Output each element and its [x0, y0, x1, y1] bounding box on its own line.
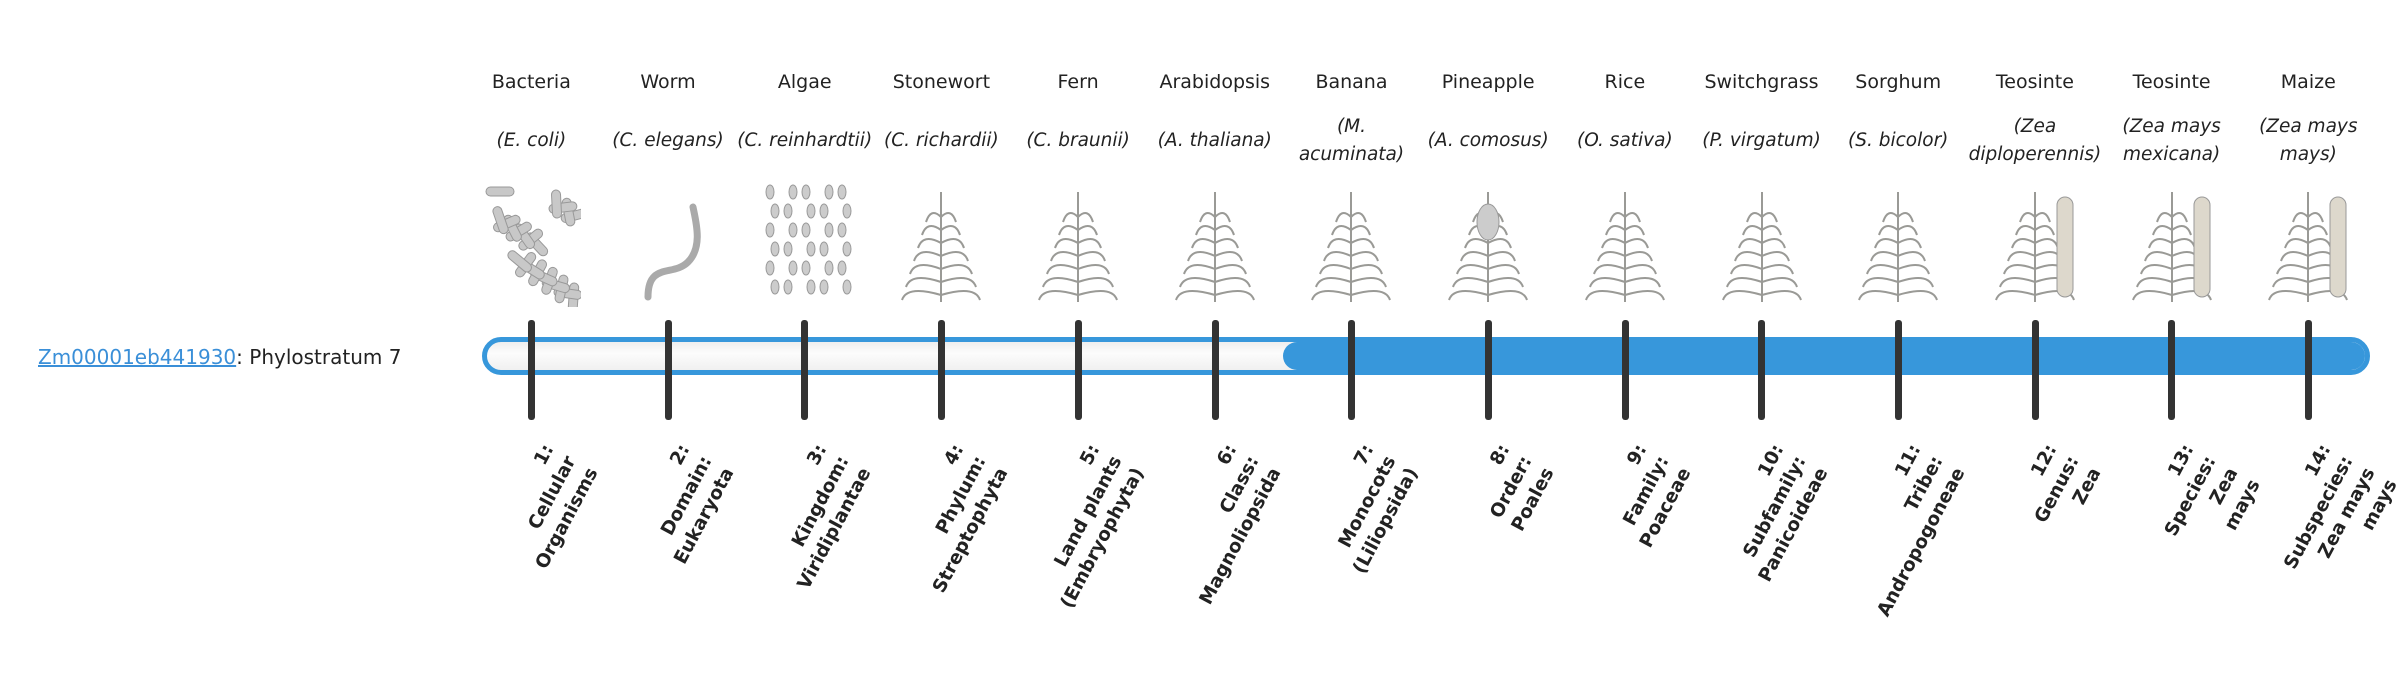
species-name: (Zea mays mexicana) — [2122, 116, 2221, 165]
phylostratum-bar — [482, 337, 2370, 375]
organism-column: Rice (O. sativa) — [1557, 62, 1694, 307]
species-name: (A. comosus) — [1427, 130, 1549, 151]
phylostratum-text: : Phylostratum 7 — [236, 345, 402, 369]
bacteria-icon — [485, 186, 582, 307]
species-name: (C. elegans) — [612, 130, 724, 151]
organism-column: Fern (C. braunii) — [1010, 62, 1147, 307]
organism-column: Teosinte (Zea diploperennis) — [1967, 62, 2104, 307]
rice-icon — [1584, 192, 1665, 302]
common-name: Sorghum — [1855, 71, 1942, 93]
stratum-tick — [528, 320, 535, 420]
species-name: (A. thaliana) — [1157, 130, 1272, 151]
stratum-tick — [664, 320, 672, 420]
teosinte-icon — [1994, 192, 2075, 302]
organism-column: Switchgrass (P. virgatum) — [1693, 62, 1830, 307]
maize-icon — [2268, 192, 2349, 302]
organism-column: Sorghum (S. bicolor) — [1830, 62, 1967, 307]
stratum-tick — [1895, 320, 1902, 420]
worm-icon — [644, 203, 701, 301]
species-name: (P. virgatum) — [1702, 130, 1821, 151]
common-name: Rice — [1604, 71, 1646, 93]
common-name: Fern — [1057, 71, 1099, 93]
stratum-tick — [1348, 320, 1356, 420]
pineapple-icon — [1448, 192, 1529, 302]
arabidopsis-icon — [1174, 192, 1255, 302]
stratum-tick — [1621, 320, 1629, 420]
stratum-tick — [2031, 320, 2039, 420]
common-name: Bacteria — [491, 71, 571, 93]
species-name: (C. braunii) — [1026, 130, 1130, 151]
common-name: Maize — [2280, 71, 2336, 93]
common-name: Switchgrass — [1704, 71, 1819, 93]
species-name: (S. bicolor) — [1848, 130, 1949, 151]
organism-column: Arabidopsis (A. thaliana) — [1146, 62, 1283, 307]
common-name: Worm — [640, 71, 696, 93]
stonewort-icon — [901, 192, 982, 302]
stratum-tick — [938, 320, 946, 420]
teosinte-icon — [2131, 192, 2212, 302]
common-name: Banana — [1315, 71, 1388, 93]
stratum-tick — [2168, 320, 2176, 420]
species-name: (M. acuminata) — [1298, 116, 1405, 165]
banana-icon — [1311, 192, 1392, 302]
species-name: (E. coli) — [496, 130, 567, 151]
organism-column: Maize (Zea mays mays) — [2240, 62, 2377, 307]
organism-column: Teosinte (Zea mays mexicana) — [2103, 62, 2240, 307]
species-name: (Zea diploperennis) — [1968, 116, 2102, 165]
stratum-tick — [1484, 320, 1492, 420]
algae-icon — [765, 184, 852, 295]
common-name: Teosinte — [1995, 71, 2074, 93]
sorghum-icon — [1858, 192, 1939, 302]
species-name: (O. sativa) — [1577, 130, 1673, 151]
common-name: Teosinte — [2132, 71, 2211, 93]
stratum-tick — [2305, 320, 2313, 420]
species-name: (Zea mays mays) — [2259, 116, 2358, 165]
gene-link[interactable]: Zm00001eb441930 — [38, 345, 237, 369]
common-name: Stonewort — [892, 71, 991, 93]
species-name: (C. richardii) — [884, 130, 999, 151]
stratum-tick — [1211, 320, 1219, 420]
switchgrass-icon — [1721, 192, 1802, 302]
phylostratum-fill — [1283, 342, 2365, 370]
organism-column: Worm (C. elegans) — [600, 62, 737, 307]
common-name: Pineapple — [1441, 71, 1535, 93]
stratum-tick — [801, 320, 809, 420]
stratum-tick — [1758, 320, 1766, 420]
organism-column: Stonewort (C. richardii) — [873, 62, 1010, 307]
species-name: (C. reinhardtii) — [737, 130, 873, 151]
common-name: Algae — [777, 71, 832, 93]
organism-column: Algae (C. reinhardtii) — [736, 62, 873, 307]
fern-icon — [1038, 192, 1119, 302]
stratum-tick — [1074, 320, 1082, 420]
organism-column: Pineapple (A. comosus) — [1420, 62, 1557, 307]
gene-label: Zm00001eb441930: Phylostratum 7 — [38, 340, 401, 374]
common-name: Arabidopsis — [1159, 71, 1271, 93]
organism-column: Banana (M. acuminata) — [1283, 62, 1420, 307]
organism-columns: Bacteria (E. coli) Worm (C. elegans) Algae… — [463, 62, 2377, 307]
organism-column: Bacteria (E. coli) — [463, 62, 600, 307]
